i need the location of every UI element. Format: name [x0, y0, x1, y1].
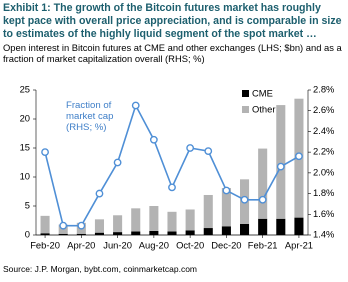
y-tick-label: 25	[20, 83, 30, 94]
bar-segment	[40, 215, 50, 234]
x-tick-label: Feb-20	[30, 239, 60, 250]
bar-segment	[203, 194, 213, 229]
y2-tick-label: 1.8%	[313, 187, 334, 198]
x-tick-label: Dec-20	[211, 239, 241, 250]
bar-segment	[167, 211, 177, 232]
chart-title: Exhibit 1: The growth of the Bitcoin fut…	[3, 2, 342, 40]
line-marker	[204, 147, 213, 156]
source-note: Source: J.P. Morgan, bybt.com, coinmarke…	[3, 264, 198, 274]
y2-tick-label: 2.0%	[313, 166, 334, 177]
y-tick-label: 0	[25, 228, 30, 239]
y-tick-label: 10	[20, 170, 30, 181]
y2-tick-label: 1.4%	[313, 228, 334, 239]
y2-tick-label: 2.6%	[313, 104, 334, 115]
bar-segment	[221, 188, 231, 227]
line-marker	[131, 101, 140, 110]
line-marker	[276, 162, 285, 171]
x-tick-label: Aug-20	[139, 239, 169, 250]
bar-segment	[240, 223, 250, 235]
bar-segment	[131, 208, 141, 232]
bar-segment	[258, 218, 268, 235]
bar-segment	[276, 105, 286, 219]
bar-segment	[113, 232, 123, 235]
y-tick-label: 5	[25, 199, 30, 210]
bar-segment	[94, 232, 104, 235]
line-marker	[295, 152, 303, 161]
line-label: Fraction of market cap (RHS; %)	[66, 100, 114, 133]
legend-label: Other	[252, 103, 275, 114]
bar-segment	[185, 209, 195, 231]
x-tick-label: Apr-20	[67, 239, 95, 250]
bar-segment	[203, 228, 213, 235]
chart: 0 5 10 15 20 25 1.4% 1.6% 1.8% 2.0% 2.2% 2.4% 2.6% 2.…	[20, 83, 335, 250]
line-marker	[168, 183, 176, 192]
bar-segment	[76, 233, 86, 235]
line-marker	[186, 144, 195, 152]
bar-segment	[40, 233, 50, 235]
bar-segment	[258, 148, 268, 219]
line-marker	[113, 158, 122, 167]
bar-segment	[149, 230, 159, 235]
bar-segment	[167, 231, 177, 235]
bar-segment	[131, 231, 141, 235]
bar-segment	[276, 218, 286, 235]
line-marker	[222, 186, 231, 195]
bar-segment	[94, 219, 104, 233]
x-tick-label: Jun-20	[103, 239, 132, 250]
legend-swatch	[242, 106, 249, 113]
bar-segment	[294, 217, 304, 235]
line-marker	[258, 195, 267, 204]
x-tick-label: Apr-21	[285, 239, 313, 250]
y-tick-label: 15	[20, 141, 30, 152]
legend-label: CME	[252, 87, 273, 98]
bar-segment	[113, 215, 123, 233]
legend-swatch	[242, 90, 249, 97]
line-marker	[149, 135, 158, 144]
y2-tick-label: 1.6%	[313, 208, 334, 219]
y2-tick-label: 2.4%	[313, 125, 334, 136]
y2-tick-label: 2.8%	[313, 83, 334, 94]
chart-subtitle: Open interest in Bitcoin futures at CME …	[3, 42, 342, 64]
y2-tick-label: 2.2%	[313, 146, 334, 157]
line-marker	[77, 221, 86, 230]
bar-segment	[221, 226, 231, 235]
x-tick-label: Oct-20	[176, 239, 204, 250]
line-marker	[240, 195, 249, 204]
line-marker	[59, 221, 68, 230]
bar-segment	[149, 206, 159, 231]
bar-segment	[58, 233, 68, 235]
x-tick-label: Feb-21	[248, 239, 278, 250]
bar-segment	[185, 230, 195, 235]
line-marker	[95, 189, 104, 198]
line-marker	[41, 148, 49, 157]
y-tick-label: 20	[20, 112, 30, 123]
